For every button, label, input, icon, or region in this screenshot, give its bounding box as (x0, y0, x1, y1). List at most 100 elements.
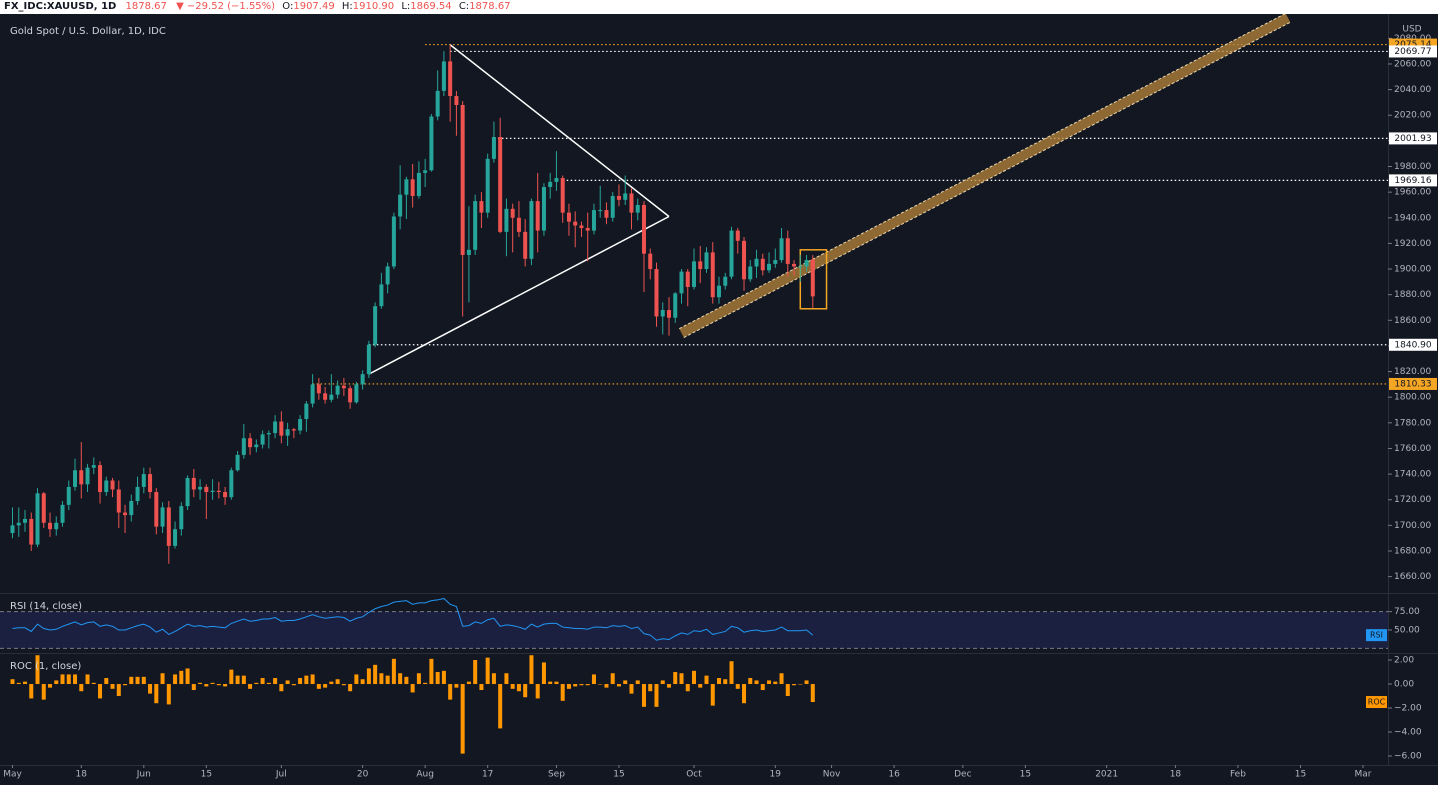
roc-bar (717, 678, 722, 685)
roc-bar (335, 679, 340, 685)
symbol: FX_IDC:XAUUSD, 1D (4, 1, 117, 12)
roc-bar (185, 668, 190, 685)
y-tick-label: 1880.00 (1394, 290, 1431, 300)
level-label-box (1389, 338, 1437, 351)
candle-body (360, 374, 365, 385)
roc-bar (360, 679, 365, 685)
roc-bar (792, 684, 797, 686)
roc-bar (698, 684, 703, 688)
roc-bar (135, 676, 140, 685)
indicator-title: ROC (1, close) (10, 661, 81, 672)
roc-bar (610, 673, 615, 685)
indicator-marker-box (1366, 696, 1387, 709)
candle-body (385, 266, 390, 285)
roc-bar (191, 684, 196, 691)
y-tick-label: 0.00 (1394, 680, 1414, 690)
candle-body (610, 195, 615, 218)
roc-bar (691, 670, 697, 685)
candle-body (498, 137, 503, 232)
candle-body (398, 194, 403, 217)
candle-body (304, 403, 309, 419)
roc-bar (723, 679, 728, 685)
candle-body (35, 493, 40, 545)
y-tick-label: 1680.00 (1394, 546, 1431, 556)
candle-body (742, 240, 747, 280)
candle-body (810, 259, 815, 297)
candle-body (154, 492, 159, 527)
candle-body (717, 285, 722, 298)
y-tick-label: 2060.00 (1394, 59, 1431, 69)
x-tick-label: Mar (1354, 770, 1371, 780)
roc-bar (341, 684, 346, 686)
candle-body (160, 507, 165, 527)
roc-bar (285, 680, 290, 685)
candle-body (85, 467, 90, 485)
indicator-marker-label: ROC (1368, 698, 1386, 707)
ohlc-label: H: (341, 1, 353, 12)
candle-body (123, 512, 128, 516)
y-tick-label: 2040.00 (1394, 85, 1431, 95)
candle-body (548, 181, 553, 188)
roc-bar (448, 684, 453, 700)
roc-bar (510, 684, 515, 689)
roc-bar (767, 680, 772, 685)
roc-bar (241, 675, 246, 685)
roc-bar (379, 673, 384, 685)
roc-bar (466, 681, 471, 685)
roc-bar (660, 680, 665, 685)
price-change: ▼ −29.52 (−1.55%) (176, 1, 276, 12)
candle-body (10, 525, 15, 534)
roc-bar (204, 684, 209, 687)
roc-bar (260, 678, 265, 685)
candle-body (723, 276, 728, 286)
roc-bar (66, 674, 71, 685)
candle-body (648, 253, 653, 270)
candle-body (691, 261, 697, 287)
roc-bar (754, 680, 759, 685)
roc-bar (98, 684, 103, 699)
candle-body (379, 284, 384, 307)
y-tick-label: 1720.00 (1394, 495, 1431, 505)
channel-band (679, 14, 1291, 338)
x-tick-label: 15 (1020, 770, 1031, 780)
roc-bar (654, 684, 659, 707)
candle-body (598, 210, 603, 212)
level-label: 2075.14 (1394, 40, 1431, 50)
roc-bar (810, 684, 815, 703)
candle-body (804, 260, 809, 267)
x-tick-label: 17 (482, 770, 493, 780)
roc-bar (548, 681, 553, 685)
y-tick-label: −6.00 (1394, 752, 1422, 762)
y-tick-label: 2.00 (1394, 656, 1414, 666)
x-tick-label: May (3, 770, 22, 780)
roc-bar (354, 674, 359, 685)
roc-bar (729, 661, 734, 685)
x-tick-label: 18 (76, 770, 88, 780)
candle-body (23, 518, 28, 523)
roc-bar (560, 684, 565, 701)
indicator-title: RSI (14, close) (10, 601, 82, 612)
x-tick-label: Dec (954, 770, 971, 780)
candle-body (135, 486, 140, 502)
candle-body (166, 507, 171, 546)
candle-body (104, 480, 109, 493)
roc-bar (54, 680, 59, 685)
trend-line (368, 215, 670, 375)
candle-body (641, 204, 646, 254)
trend-line (449, 44, 670, 218)
roc-bar (404, 676, 409, 685)
roc-bar (535, 684, 540, 699)
level-label: 1810.33 (1394, 379, 1431, 389)
roc-bar (166, 684, 171, 705)
x-tick-label: 15 (201, 770, 212, 780)
roc-bar (416, 673, 421, 685)
roc-bar (623, 680, 628, 685)
roc-bar (679, 673, 684, 685)
roc-bar (579, 684, 584, 686)
candle-body (60, 504, 65, 523)
candle-body (735, 230, 740, 241)
ohlc-value: 1910.90 (352, 1, 395, 12)
candle-body (441, 61, 446, 91)
roc-bar (41, 684, 46, 700)
